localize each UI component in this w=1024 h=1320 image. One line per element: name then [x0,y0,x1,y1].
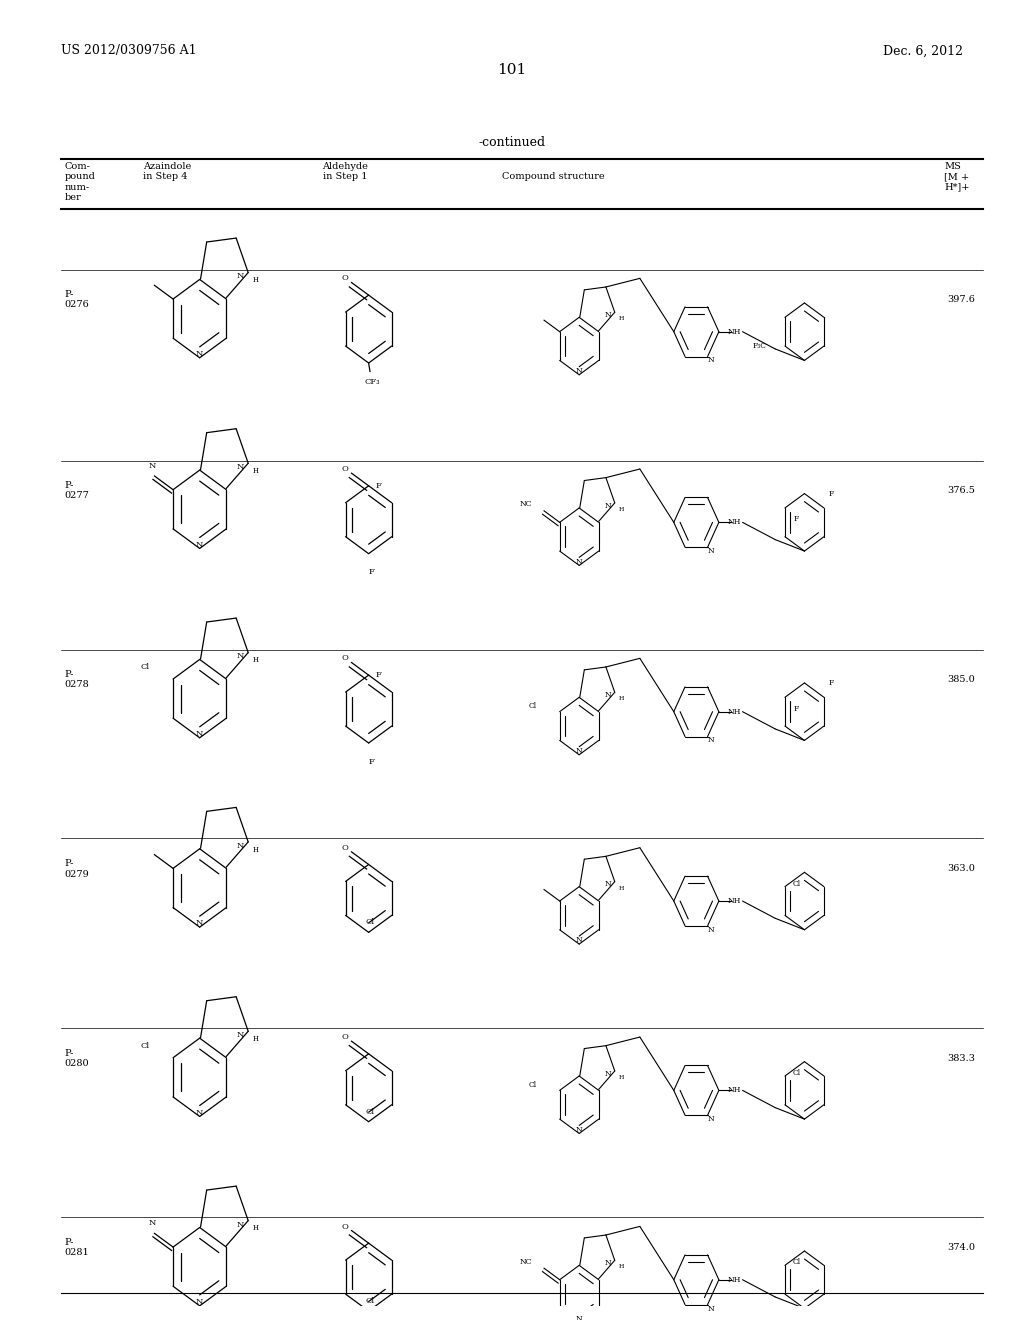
Text: H: H [252,467,258,475]
Text: NH: NH [728,327,741,335]
Text: H: H [252,656,258,664]
Text: N: N [708,546,714,556]
Text: N: N [196,1298,204,1305]
Text: H: H [618,697,625,701]
Text: N: N [148,1218,156,1226]
Text: CF₃: CF₃ [365,378,380,385]
Text: Cl: Cl [793,1258,801,1266]
Text: N: N [575,1126,583,1134]
Text: O: O [342,275,348,282]
Text: O: O [342,655,348,663]
Text: H: H [618,886,625,891]
Text: N: N [708,356,714,364]
Text: H: H [252,846,258,854]
Text: F: F [376,671,381,678]
Text: N: N [237,652,244,660]
Text: Cl: Cl [793,1069,801,1077]
Text: P-
0280: P- 0280 [65,1048,89,1068]
Text: F: F [828,490,834,498]
Text: P-
0279: P- 0279 [65,859,89,879]
Text: O: O [342,465,348,473]
Text: H: H [618,1265,625,1270]
Text: F: F [794,705,799,713]
Text: N: N [575,1315,583,1320]
Text: Cl: Cl [141,663,150,672]
Text: NH: NH [728,708,741,715]
Text: N: N [237,1031,244,1039]
Text: 101: 101 [498,62,526,77]
Text: O: O [342,1034,348,1041]
Text: H: H [252,276,258,284]
Text: NH: NH [728,1275,741,1284]
Text: H: H [618,1074,625,1080]
Text: Cl: Cl [141,1041,150,1049]
Text: N: N [605,1069,611,1077]
Text: P-
0277: P- 0277 [65,480,89,500]
Text: N: N [196,1109,204,1117]
Text: N: N [708,1115,714,1123]
Text: NH: NH [728,898,741,906]
Text: F: F [369,569,374,577]
Text: Cl: Cl [366,1296,375,1305]
Text: 397.6: 397.6 [947,296,975,304]
Text: N: N [605,312,611,319]
Text: F: F [828,678,834,686]
Text: O: O [342,843,348,851]
Text: 385.0: 385.0 [947,675,975,684]
Text: NH: NH [728,519,741,527]
Text: N: N [196,540,204,549]
Text: US 2012/0309756 A1: US 2012/0309756 A1 [61,45,197,57]
Text: N: N [605,502,611,510]
Text: H: H [252,1225,258,1233]
Text: -continued: -continued [478,136,546,149]
Text: N: N [237,272,244,280]
Text: F: F [376,482,381,490]
Text: P-
0276: P- 0276 [65,290,89,309]
Text: Cl: Cl [529,702,538,710]
Text: Compound structure: Compound structure [502,173,604,181]
Text: P-
0281: P- 0281 [65,1238,89,1258]
Text: N: N [196,350,204,358]
Text: N: N [605,880,611,888]
Text: Cl: Cl [793,880,801,888]
Text: F₃C: F₃C [753,342,767,350]
Text: O: O [342,1222,348,1230]
Text: Azaindole
in Step 4: Azaindole in Step 4 [143,162,191,181]
Text: Dec. 6, 2012: Dec. 6, 2012 [883,45,963,57]
Text: N: N [237,463,244,471]
Text: N: N [575,557,583,565]
Text: N: N [708,1304,714,1312]
Text: N: N [605,1259,611,1267]
Text: 376.5: 376.5 [947,486,975,495]
Text: N: N [708,925,714,933]
Text: NH: NH [728,1086,741,1094]
Text: N: N [148,462,156,470]
Text: P-
0278: P- 0278 [65,669,89,689]
Text: Cl: Cl [366,1107,375,1115]
Text: Com-
pound
num-
ber: Com- pound num- ber [65,162,95,202]
Text: H: H [618,317,625,321]
Text: Cl: Cl [529,1081,538,1089]
Text: N: N [575,747,583,755]
Text: 374.0: 374.0 [947,1243,975,1253]
Text: F: F [794,516,799,524]
Text: MS
[M +
H*]+: MS [M + H*]+ [944,162,970,191]
Text: N: N [196,730,204,738]
Text: N: N [575,936,583,944]
Text: N: N [237,1221,244,1229]
Text: Aldehyde
in Step 1: Aldehyde in Step 1 [323,162,369,181]
Text: Cl: Cl [366,919,375,927]
Text: NC: NC [519,500,531,508]
Text: N: N [708,737,714,744]
Text: F: F [369,758,374,766]
Text: N: N [575,367,583,375]
Text: H: H [252,1035,258,1043]
Text: N: N [196,919,204,927]
Text: 383.3: 383.3 [947,1053,975,1063]
Text: 363.0: 363.0 [947,865,975,874]
Text: N: N [237,842,244,850]
Text: H: H [618,507,625,512]
Text: NC: NC [519,1258,531,1266]
Text: N: N [605,690,611,698]
